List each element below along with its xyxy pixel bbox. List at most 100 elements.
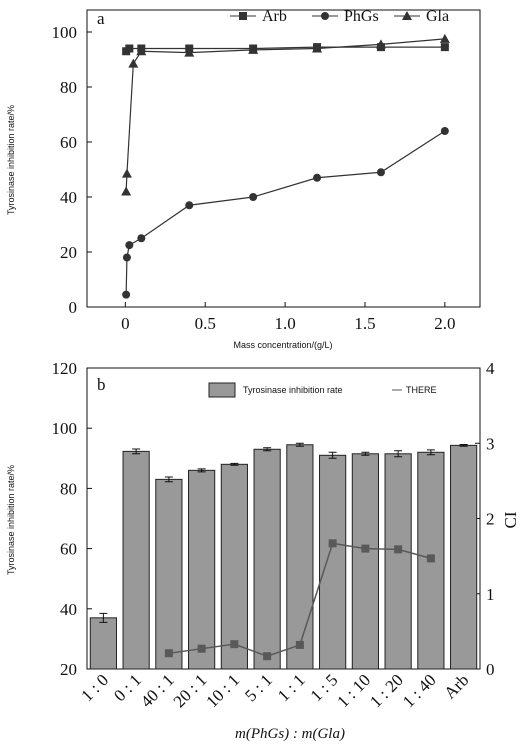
y-axis-label: Tyrosinase inhibition rate/% [6,105,16,215]
y-tick-label: 100 [52,23,78,42]
bar [89,617,117,670]
marker [249,193,258,201]
marker [439,33,450,43]
marker [122,253,131,262]
marker [402,11,412,20]
bar [450,444,478,670]
bar [155,478,183,670]
marker [295,640,304,649]
y-tick-label: 20 [60,660,77,679]
error-bar [164,476,173,483]
legend-label: THERE [406,385,437,395]
legend-label: PhGs [344,8,379,25]
panel-label: a [97,9,105,28]
x-tick-label: 40 : 1 [137,670,178,711]
marker [376,168,385,177]
marker [197,644,206,653]
marker [121,186,132,196]
y2-tick-label: 2 [486,510,495,529]
x-tick-label: 20 : 1 [170,670,211,711]
error-bar [328,451,337,459]
x-tick-label: 1 : 10 [333,670,374,711]
marker [184,47,195,57]
x-tick-label: 1.0 [274,314,295,333]
error-bar [99,612,108,623]
x-axis-label: m(PhGs) : m(Gla) [235,726,345,742]
y2-tick-label: 0 [486,660,495,679]
marker [440,43,449,52]
y2-tick-label: 1 [486,585,495,604]
y-axis-label: Tyrosinase inhibition rate/% [6,465,16,575]
marker [328,539,337,548]
y2-tick-label: 3 [486,434,495,453]
error-bar [132,448,141,455]
error-bar [197,468,206,473]
x-tick-label: 0 [121,314,130,333]
error-bar [394,450,403,458]
series-line [125,130,446,295]
bar [384,453,412,670]
marker [164,649,173,658]
x-tick-label: 1 : 40 [399,670,440,711]
marker [426,554,435,563]
marker [125,44,134,53]
marker [122,290,131,299]
marker [394,545,403,554]
y-tick-label: 40 [60,188,77,207]
bar [253,448,281,670]
x-tick-label: 1 : 0 [77,670,112,705]
error-bar [295,442,304,447]
legend-label: Gla [426,8,449,25]
marker [313,173,322,182]
x-tick-label: 1 : 1 [274,670,309,705]
y-tick-label: 60 [60,133,77,152]
x-tick-label: 0.5 [195,314,216,333]
marker [136,46,147,56]
error-bar [361,451,370,456]
x-tick-label: 5 : 1 [241,670,276,705]
y-tick-label: 0 [69,298,78,317]
x-tick-label: 10 : 1 [202,670,243,711]
y-tick-label: 120 [52,359,78,378]
marker [248,44,259,54]
x-tick-label: 2.0 [434,314,455,333]
y-tick-label: 60 [60,540,77,559]
error-bar [263,447,272,452]
y2-axis-label: CI [501,511,520,528]
plot-frame [86,9,481,308]
bar [351,453,379,670]
error-bar [230,462,239,466]
y-tick-label: 20 [60,243,77,262]
marker [128,58,139,68]
marker [185,201,194,210]
marker [375,39,386,49]
x-tick-label: 1 : 20 [366,670,407,711]
legend-label: Tyrosinase inhibition rate [243,385,343,395]
bar [319,454,347,670]
error-bar [426,449,435,456]
panel-label: b [97,375,106,394]
marker [230,640,239,649]
marker [361,544,370,553]
y-tick-label: 40 [60,600,77,619]
marker [440,127,449,135]
legend-swatch [208,382,236,398]
series-line [125,38,445,192]
error-bar [459,443,468,447]
marker [239,12,247,20]
marker [312,43,323,53]
bar [286,444,314,670]
y2-tick-label: 4 [486,359,495,378]
legend-label: Arb [262,8,287,25]
marker [121,168,132,178]
x-axis-label: Mass concentration/(g/L) [233,340,332,350]
bar [122,450,150,670]
marker [263,652,272,661]
marker [125,241,134,250]
bar [220,463,248,670]
y-tick-label: 80 [60,479,77,498]
x-tick-label: 1.5 [354,314,375,333]
bar [188,469,216,670]
marker [321,12,329,20]
